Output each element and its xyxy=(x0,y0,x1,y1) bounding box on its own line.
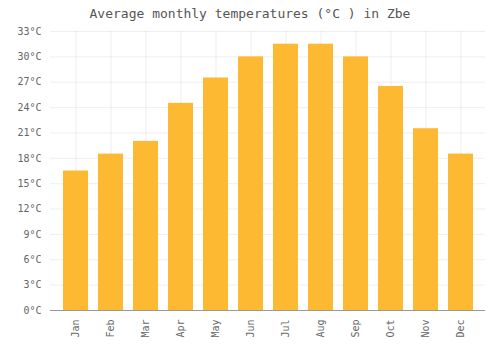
html-text:Average monthly temperatures (: Average monthly temperatures (°C ) in Zb… xyxy=(89,6,411,21)
svg-text:33°C: 33°C xyxy=(17,26,41,37)
svg-text:3°C: 3°C xyxy=(23,279,41,290)
svg-text:6°C: 6°C xyxy=(23,254,41,265)
svg-text:Sep: Sep xyxy=(350,320,361,338)
svg-text:Jun: Jun xyxy=(245,320,256,338)
svg-text:21°C: 21°C xyxy=(17,127,41,138)
svg-text:27°C: 27°C xyxy=(17,76,41,87)
svg-text:0°C: 0°C xyxy=(23,305,41,316)
svg-text:Jan: Jan xyxy=(70,320,81,338)
svg-text:Mar: Mar xyxy=(140,320,151,338)
svg-text:Aug: Aug xyxy=(315,320,326,338)
svg-text:30°C: 30°C xyxy=(17,51,41,62)
svg-text:Oct: Oct xyxy=(385,320,396,338)
svg-text:9°C: 9°C xyxy=(23,229,41,240)
svg-text:Dec: Dec xyxy=(455,320,466,338)
svg-text:Feb: Feb xyxy=(105,320,116,338)
svg-text:12°C: 12°C xyxy=(17,203,41,214)
svg-text:15°C: 15°C xyxy=(17,178,41,189)
svg-text:May: May xyxy=(210,320,221,338)
svg-text:24°C: 24°C xyxy=(17,102,41,113)
svg-text:Jul: Jul xyxy=(280,320,291,338)
svg-text:Nov: Nov xyxy=(420,320,431,338)
svg-text:Apr: Apr xyxy=(175,320,186,338)
svg-text:18°C: 18°C xyxy=(17,153,41,164)
